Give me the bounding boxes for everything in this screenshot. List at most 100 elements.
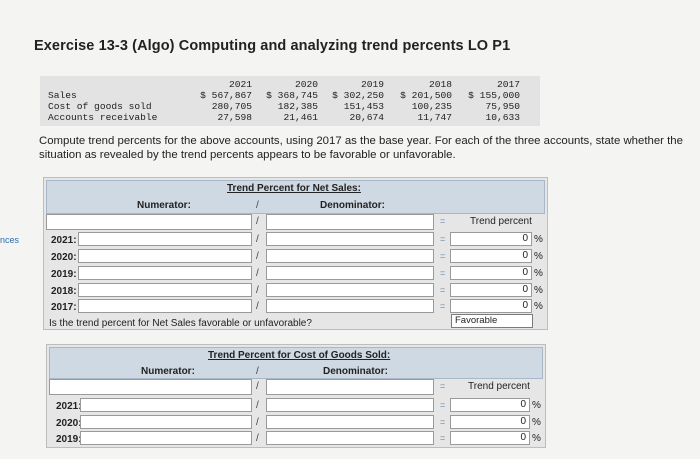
numerator-label: Numerator: xyxy=(137,200,191,211)
favorability-question: Is the trend percent for Net Sales favor… xyxy=(49,318,312,329)
equals-sign: = xyxy=(440,285,446,295)
divide-sign: / xyxy=(256,417,259,428)
divide-sign: / xyxy=(256,381,259,392)
cogs-header xyxy=(49,347,543,379)
divide-sign: / xyxy=(256,251,259,262)
percent-sign: % xyxy=(534,301,543,312)
numerator-input[interactable] xyxy=(80,431,252,445)
row-label-ar: Accounts receivable xyxy=(48,112,158,123)
year-header: 2017 xyxy=(496,79,520,90)
cogs-title: Trend Percent for Cost of Goods Sold: xyxy=(208,350,391,361)
equals-sign: = xyxy=(440,433,446,443)
data-cell: $ 302,250 xyxy=(332,90,384,101)
divide-sign: / xyxy=(256,366,259,377)
percent-sign: % xyxy=(534,285,543,296)
numerator-header-input[interactable] xyxy=(46,214,252,230)
trend-result: 0 xyxy=(450,431,530,445)
equals-sign: = xyxy=(440,400,446,410)
percent-sign: % xyxy=(532,433,541,444)
denominator-label: Denominator: xyxy=(323,366,388,377)
row-label-sales: Sales xyxy=(48,90,77,101)
denominator-label: Denominator: xyxy=(320,200,385,211)
net-sales-title: Trend Percent for Net Sales: xyxy=(227,183,361,194)
data-cell: 100,235 xyxy=(411,101,452,112)
trend-result: 0 xyxy=(450,299,532,313)
divide-sign: / xyxy=(256,216,259,227)
year-label: 2019: xyxy=(56,434,82,445)
denominator-input[interactable] xyxy=(266,299,434,313)
year-label: 2020: xyxy=(51,252,77,263)
data-cell: 27,598 xyxy=(217,112,252,123)
year-header: 2020 xyxy=(294,79,318,90)
data-cell: 10,633 xyxy=(485,112,520,123)
divide-sign: / xyxy=(256,234,259,245)
percent-sign: % xyxy=(534,268,543,279)
divide-sign: / xyxy=(256,301,259,312)
year-label: 2018: xyxy=(51,286,77,297)
trend-result: 0 xyxy=(450,232,532,246)
data-cell: 11,747 xyxy=(417,112,452,123)
trend-result: 0 xyxy=(450,415,530,429)
percent-sign: % xyxy=(532,417,541,428)
percent-sign: % xyxy=(534,251,543,262)
divide-sign: / xyxy=(256,285,259,296)
given-data-table xyxy=(40,76,540,126)
trend-result: 0 xyxy=(450,266,532,280)
favorability-select[interactable]: Favorable xyxy=(451,314,533,328)
divide-sign: / xyxy=(256,400,259,411)
numerator-input[interactable] xyxy=(80,398,252,412)
net-sales-header xyxy=(46,180,545,214)
numerator-header-input[interactable] xyxy=(49,379,252,395)
data-cell: 75,950 xyxy=(485,101,520,112)
instructions: Compute trend percents for the above acc… xyxy=(39,135,683,161)
denominator-input[interactable] xyxy=(266,398,434,412)
denominator-input[interactable] xyxy=(266,232,434,246)
exercise-title: Exercise 13-3 (Algo) Computing and analy… xyxy=(34,38,511,54)
trend-result: 0 xyxy=(450,283,532,297)
denominator-input[interactable] xyxy=(266,249,434,263)
year-header: 2018 xyxy=(428,79,452,90)
numerator-label: Numerator: xyxy=(141,366,195,377)
data-cell: 21,461 xyxy=(283,112,318,123)
trend-percent-label: Trend percent xyxy=(470,216,532,227)
equals-sign: = xyxy=(440,417,446,427)
denominator-input[interactable] xyxy=(266,283,434,297)
year-label: 2019: xyxy=(51,269,77,280)
numerator-input[interactable] xyxy=(78,283,252,297)
year-label: 2021: xyxy=(51,235,77,246)
numerator-input[interactable] xyxy=(78,299,252,313)
percent-sign: % xyxy=(534,234,543,245)
equals-sign: = xyxy=(440,234,446,244)
trend-result: 0 xyxy=(450,249,532,263)
year-label: 2017: xyxy=(51,302,77,313)
denominator-header-input[interactable] xyxy=(266,214,434,230)
denominator-header-input[interactable] xyxy=(266,379,434,395)
trend-result: 0 xyxy=(450,398,530,412)
denominator-input[interactable] xyxy=(266,431,434,445)
data-cell: 182,385 xyxy=(277,101,318,112)
row-label-cogs: Cost of goods sold xyxy=(48,101,152,112)
divide-sign: / xyxy=(256,433,259,444)
year-label: 2021: xyxy=(56,401,82,412)
equals-sign: = xyxy=(440,251,446,261)
data-cell: $ 567,867 xyxy=(200,90,252,101)
data-cell: $ 201,500 xyxy=(400,90,452,101)
data-cell: 280,705 xyxy=(211,101,252,112)
equals-sign: = xyxy=(440,381,446,391)
data-cell: 20,674 xyxy=(349,112,384,123)
divide-sign: / xyxy=(256,200,259,211)
data-cell: $ 368,745 xyxy=(266,90,318,101)
divide-sign: / xyxy=(256,268,259,279)
numerator-input[interactable] xyxy=(78,232,252,246)
data-cell: 151,453 xyxy=(343,101,384,112)
side-nav-fragment[interactable]: nces xyxy=(0,235,20,245)
numerator-input[interactable] xyxy=(78,266,252,280)
numerator-input[interactable] xyxy=(80,415,252,429)
numerator-input[interactable] xyxy=(78,249,252,263)
equals-sign: = xyxy=(440,301,446,311)
denominator-input[interactable] xyxy=(266,266,434,280)
denominator-input[interactable] xyxy=(266,415,434,429)
trend-percent-label: Trend percent xyxy=(468,381,530,392)
equals-sign: = xyxy=(440,268,446,278)
data-cell: $ 155,000 xyxy=(468,90,520,101)
